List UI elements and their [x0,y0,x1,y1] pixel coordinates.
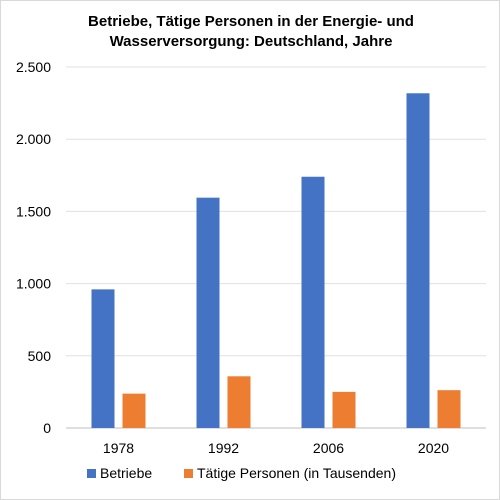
legend: Betriebe Tätige Personen (in Tausenden) [87,465,396,481]
bar-betriebe-2020 [406,93,430,429]
chart-title-line-2: Wasserversorgung: Deutschland, Jahre [110,33,393,50]
y-tick-label: 0 [43,420,51,436]
y-axis: 0 500 1.000 1.500 2.000 2.500 [16,59,51,436]
y-tick-label: 2.000 [16,131,51,147]
bar-taetige-personen-2020 [437,390,461,428]
y-tick-label: 2.500 [16,59,51,75]
x-tick-label: 1978 [103,440,134,456]
bar-betriebe-2006 [301,176,325,428]
bar-betriebe-1978 [91,289,115,428]
legend-label: Tätige Personen (in Tausenden) [197,465,396,481]
bar-taetige-personen-1992 [227,376,251,428]
y-tick-label: 500 [28,348,52,364]
x-tick-label: 2006 [313,440,344,456]
bar-betriebe-1992 [196,197,220,428]
legend-swatch [184,469,193,478]
x-axis: 1978 1992 2006 2020 [103,440,449,456]
bars [91,93,461,429]
chart-title-line-1: Betriebe, Tätige Personen in der Energie… [88,13,414,30]
x-tick-label: 1992 [208,440,239,456]
y-tick-label: 1.500 [16,203,51,219]
legend-swatch [87,469,96,478]
bar-taetige-personen-1978 [122,393,146,428]
x-tick-label: 2020 [418,440,449,456]
legend-label: Betriebe [100,465,152,481]
bar-taetige-personen-2006 [332,391,356,428]
y-tick-label: 1.000 [16,276,51,292]
